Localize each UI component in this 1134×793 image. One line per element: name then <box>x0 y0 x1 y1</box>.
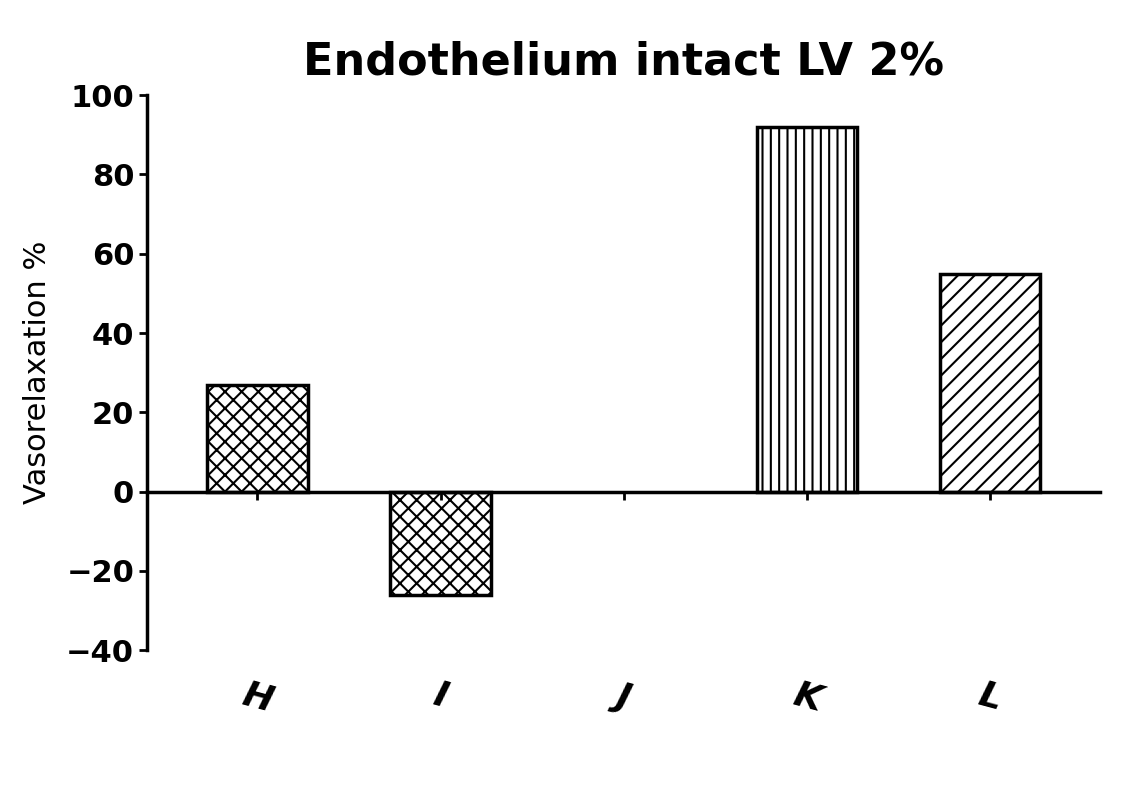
Bar <box>390 492 491 595</box>
Text: J: J <box>612 678 635 714</box>
Y-axis label: Vasorelaxation %: Vasorelaxation % <box>24 241 52 504</box>
Text: K: K <box>789 678 824 718</box>
Text: I: I <box>430 678 451 714</box>
Bar <box>206 385 307 492</box>
Bar <box>940 274 1041 492</box>
Title: Endothelium intact LV 2%: Endothelium intact LV 2% <box>303 40 945 83</box>
Text: H: H <box>238 678 277 718</box>
Text: L: L <box>974 678 1006 717</box>
Bar <box>756 127 857 492</box>
